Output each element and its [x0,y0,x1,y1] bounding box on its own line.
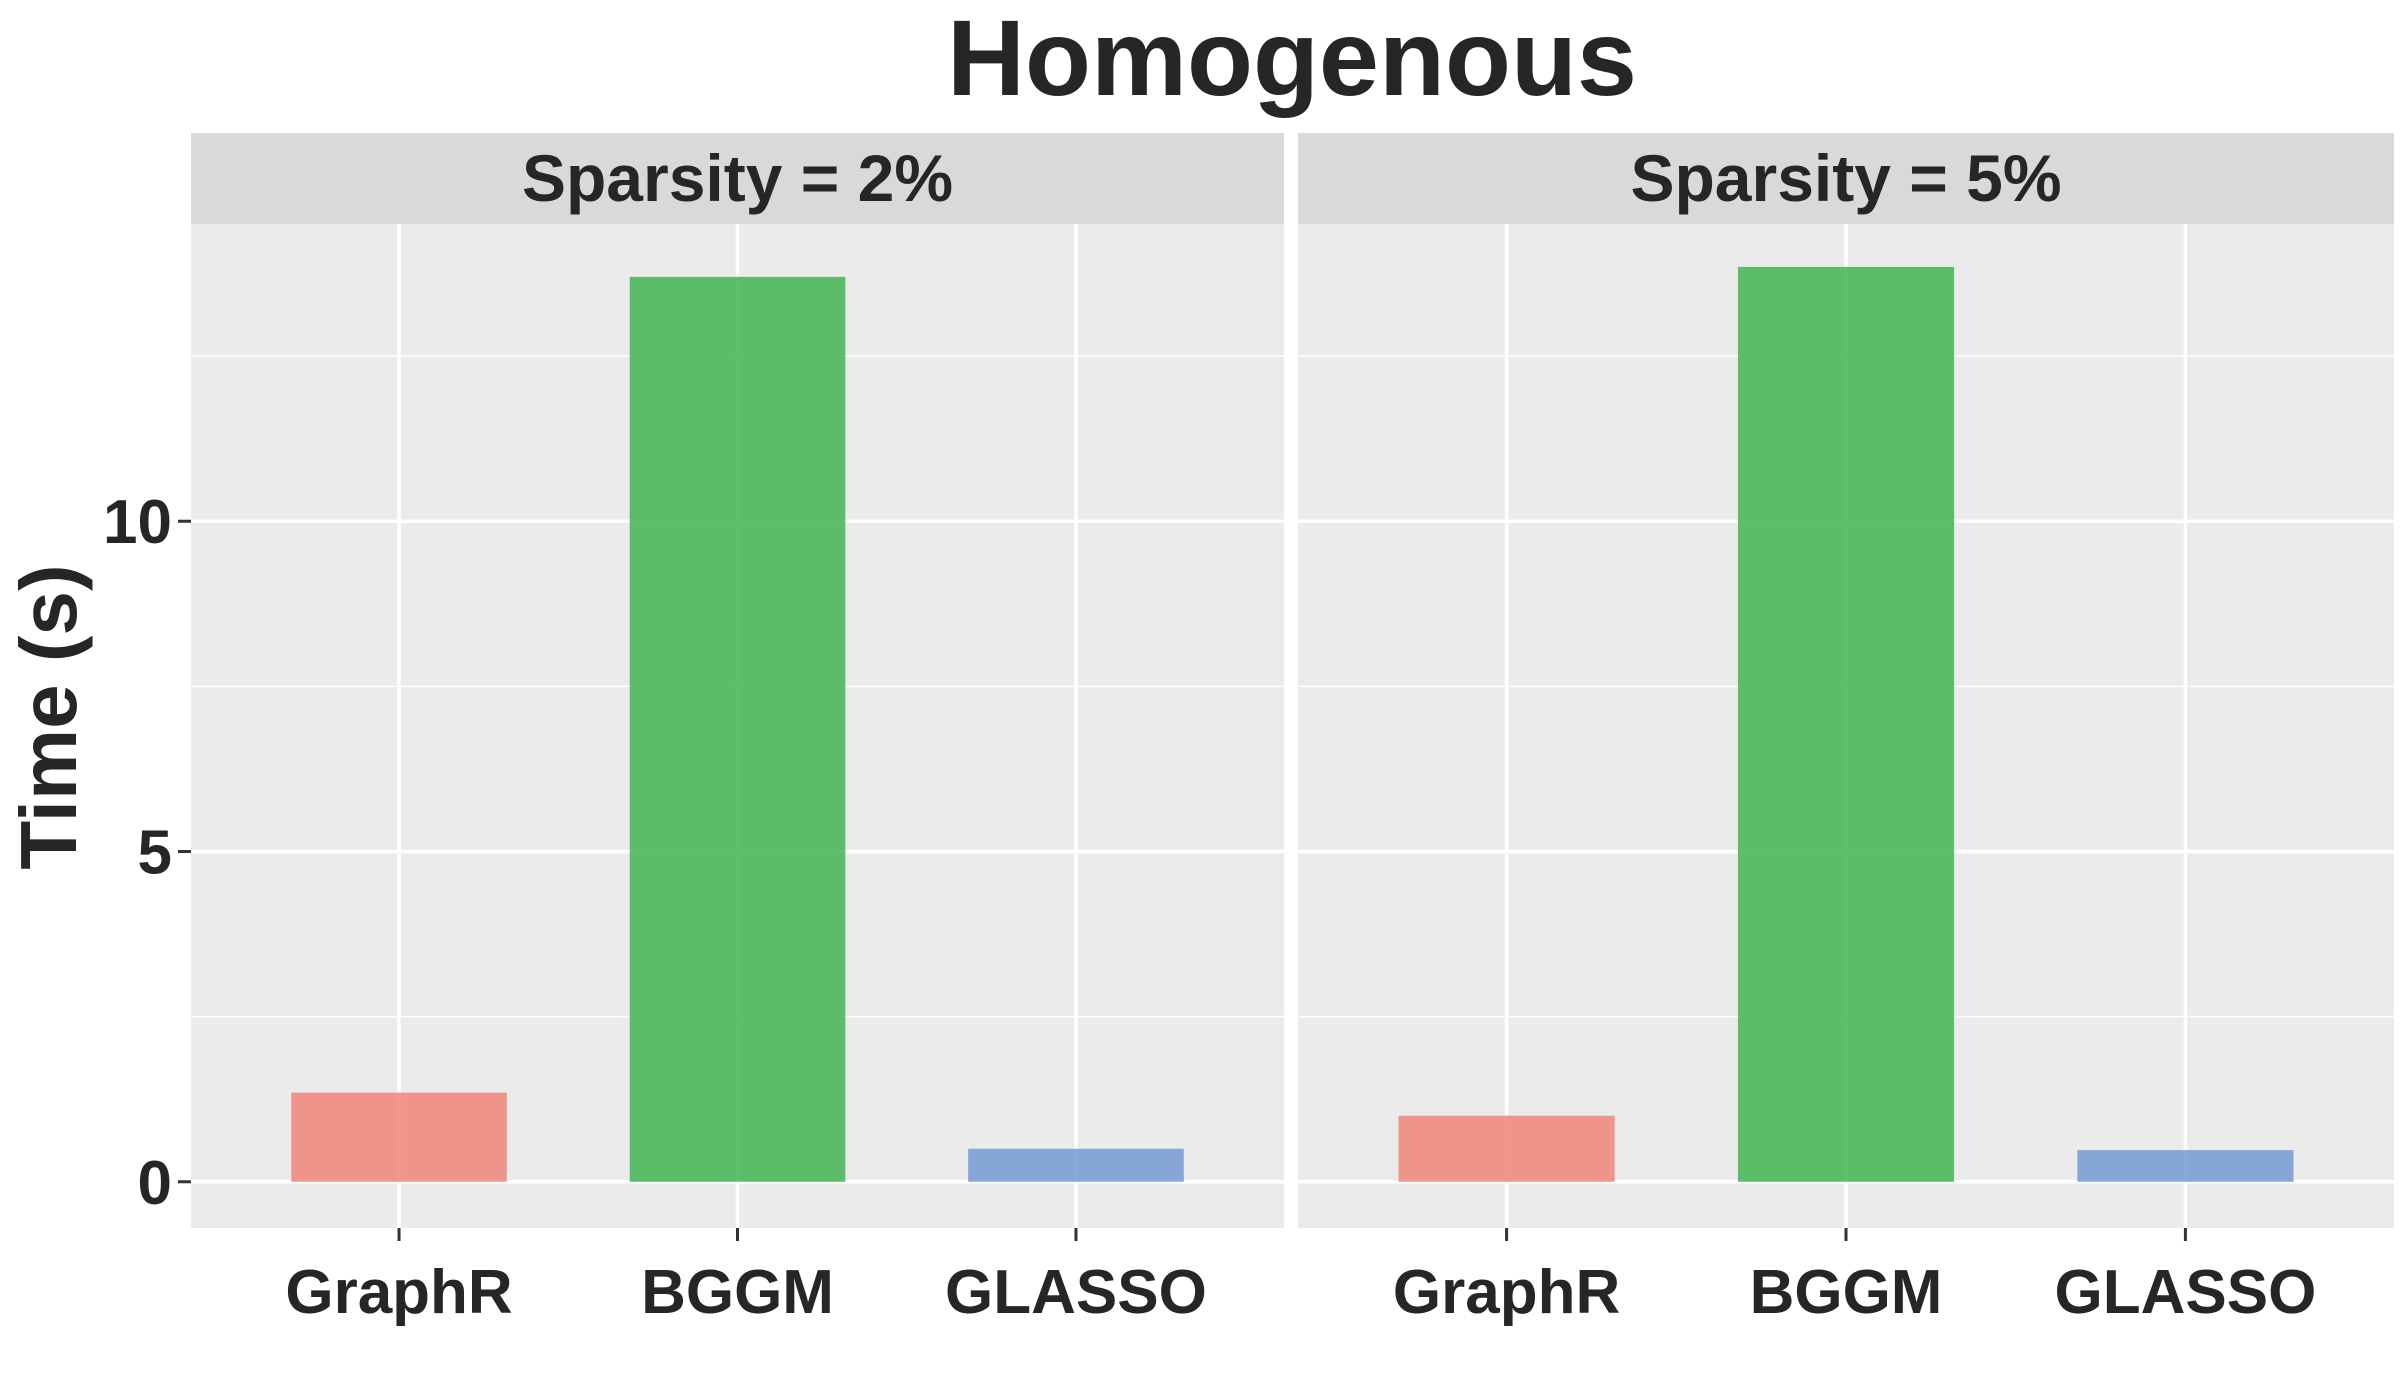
x-tick-label: GLASSO [945,1258,1207,1327]
facet-strip [191,133,1284,224]
facet-panel: Sparsity = 2% GraphR BGGM GLASSO [191,133,1284,1327]
y-axis-title: Time (s) [4,564,93,869]
bar-graphr [291,1092,507,1182]
x-tick-label: BGGM [641,1258,834,1327]
bar-bggm [629,276,846,1182]
facet-strip [1298,133,2394,224]
bar-bggm [1737,266,1955,1182]
x-tick-label: GraphR [1393,1258,1620,1327]
bar-graphr [1398,1115,1615,1182]
x-tick-label: GLASSO [2054,1258,2316,1327]
x-tick-label: GraphR [285,1258,512,1327]
y-axis: 0 5 10 [103,488,191,1218]
y-tick-label: 10 [103,488,172,557]
facet-strip-label: Sparsity = 2% [522,141,953,215]
bar-glasso [2077,1150,2294,1182]
bar-glasso [968,1148,1184,1182]
y-tick-label: 5 [138,819,172,888]
facet-strip-label: Sparsity = 5% [1630,141,2061,215]
facet-panel: Sparsity = 5% GraphR BGGM GLASSO [1298,133,2394,1327]
chart-title: Homogenous [947,0,1637,118]
y-tick-label: 0 [138,1149,172,1218]
x-tick-label: BGGM [1750,1258,1943,1327]
